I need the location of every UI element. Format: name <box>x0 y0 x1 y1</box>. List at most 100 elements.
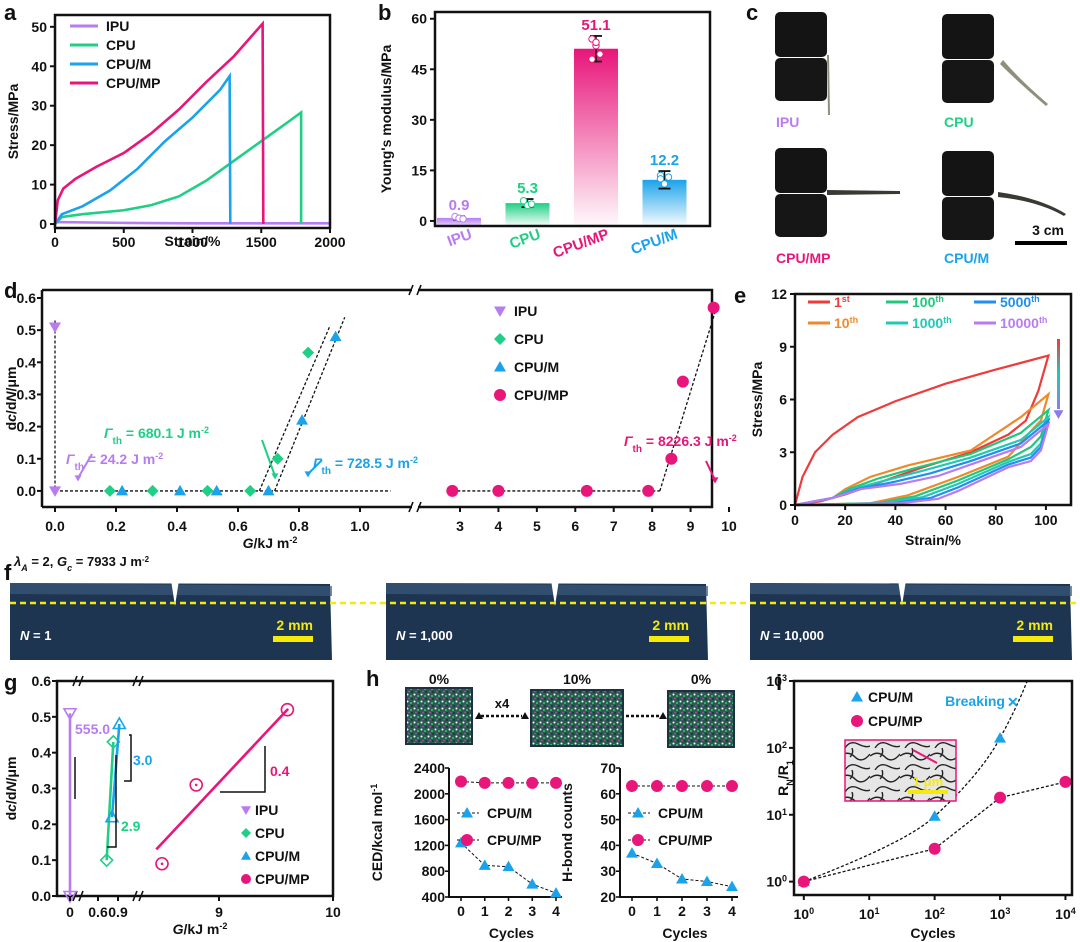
x-tick-label: 9 <box>215 904 223 920</box>
panel-label-h: h <box>366 666 379 691</box>
legend-label: 5000th <box>1000 294 1040 310</box>
arrow-head-icon <box>304 471 312 478</box>
x-tick-label: 100 <box>1034 512 1058 528</box>
data-point-cpu-m <box>174 484 187 496</box>
data-point <box>62 890 78 904</box>
legend-label: CPU/MP <box>255 871 309 887</box>
clamp-block-top <box>942 151 994 196</box>
y-tick-label: 6 <box>779 392 787 408</box>
axis-break-bottom-icon <box>408 501 422 513</box>
axis-break-icon <box>72 890 84 902</box>
sample-strip <box>827 190 900 195</box>
y-tick-label: 20 <box>31 137 47 153</box>
bar-value-label: 12.2 <box>650 152 679 169</box>
slope-label: 0.4 <box>270 763 290 779</box>
y-tick-label: 10 <box>31 177 47 193</box>
md-snapshot <box>530 689 624 747</box>
x-tick-label: 101 <box>859 906 880 922</box>
legend-label: CPU <box>514 331 544 347</box>
axis-break-icon <box>132 890 144 902</box>
data-point <box>459 215 467 223</box>
data-point-ipu <box>49 322 61 333</box>
bar-value-label: 0.9 <box>449 197 470 214</box>
legend-label: CPU/MP <box>514 387 568 403</box>
legend-label: 100th <box>912 294 944 310</box>
x-tick-label: 9 <box>687 518 695 534</box>
x-tick-label: 2 <box>505 903 513 919</box>
x-tick-label: 1.0 <box>350 518 370 534</box>
md-snapshot <box>405 687 473 745</box>
data-point <box>62 707 78 721</box>
clamp-block-bottom <box>942 197 994 240</box>
x-tick-label: 103 <box>990 906 1011 922</box>
data-point-center <box>286 708 289 711</box>
y-tick-label: 0.1 <box>32 852 52 868</box>
decrease-arrow-icon <box>1057 339 1060 409</box>
x-axis-label: Strain/% <box>164 233 221 249</box>
y-tick-label: 0 <box>779 497 787 513</box>
crack-notch-icon <box>898 580 906 606</box>
y-tick-label: 100 <box>766 874 787 890</box>
data-point-cpu-mp <box>526 776 539 789</box>
y-tick-label: 0.2 <box>32 816 52 832</box>
plot-frame-a <box>53 13 332 230</box>
x-tick-label: 104 <box>1055 906 1076 922</box>
legend-label: 1st <box>834 294 850 310</box>
legend-label: 10th <box>834 315 858 331</box>
data-point-cpu-m <box>478 859 491 870</box>
strain-label: 0% <box>691 671 712 687</box>
legend-label: CPU/M <box>514 359 559 375</box>
micrograph-frame <box>386 583 708 660</box>
data-point <box>588 55 596 63</box>
x-tick-label: 0 <box>628 903 636 919</box>
data-point-cpu-mp <box>726 780 738 793</box>
bar-cpu <box>505 203 550 225</box>
data-point-cpu <box>244 484 257 497</box>
breaking-annotation: Breaking <box>945 693 1005 709</box>
photo-panel-c: IPU CPU CPU/MP CPU/M 3 cm <box>775 12 1067 266</box>
legend-marker <box>632 834 644 846</box>
y-tick-label: 0.2 <box>17 419 37 435</box>
y-tick-label: 12 <box>771 286 787 302</box>
y-axis-label: dc/dN/μm <box>3 757 19 821</box>
x-tick-label: 0 <box>51 234 59 250</box>
series-line-cpu-mp <box>53 20 265 225</box>
data-point-cpu-mp <box>478 776 491 789</box>
sample-edge <box>10 583 332 596</box>
x-tick-label: 2000 <box>314 234 345 250</box>
annotation-arrow-icon <box>705 460 716 481</box>
data-point-cpu-mp <box>707 301 720 314</box>
strain-label: 10% <box>563 671 592 687</box>
x-tick-label: 102 <box>924 906 945 922</box>
sample-edge <box>750 583 1072 596</box>
data-point <box>656 175 665 183</box>
legend-label: 10000th <box>1000 315 1047 331</box>
y-tick-label: 0 <box>39 216 47 232</box>
y-tick-label: 400 <box>422 889 446 905</box>
crack-notch-icon <box>171 580 179 606</box>
plot-frame-e <box>793 292 1073 507</box>
strain-label: 0% <box>429 671 450 687</box>
scale-label: 2 mm <box>1016 617 1053 633</box>
panel-label-g: g <box>4 670 17 695</box>
scale-label: 3 cm <box>1032 222 1064 238</box>
data-point <box>592 38 600 47</box>
x-axis-label: Strain/% <box>905 532 962 548</box>
series-line-ipu <box>54 220 330 225</box>
scale-bar <box>649 636 689 642</box>
legend-label: CPU <box>106 37 136 53</box>
x-tick-label: 0.6 <box>88 904 108 920</box>
x-tick-label: 60 <box>938 512 954 528</box>
plot-frame-i <box>792 679 1074 897</box>
data-point <box>660 180 669 188</box>
data-point-cpu-m <box>726 880 738 892</box>
data-point <box>519 197 528 205</box>
clamp-block-top <box>775 12 827 57</box>
arrow-head-icon <box>475 712 483 719</box>
scale-label: 2 mm <box>652 617 689 633</box>
slope-indicator <box>124 734 132 782</box>
data-point-cpu-mp <box>446 484 459 497</box>
x-tick-label: 80 <box>988 512 1004 528</box>
x-tick-label: 0 <box>791 512 799 528</box>
fit-line-cpu <box>105 741 115 861</box>
